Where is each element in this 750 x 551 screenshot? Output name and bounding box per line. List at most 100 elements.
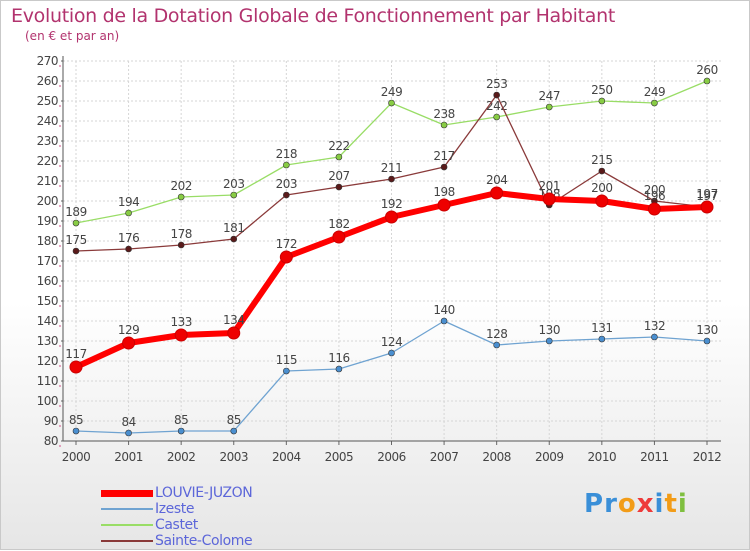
data-point xyxy=(177,241,185,249)
data-point xyxy=(651,99,658,107)
data-label: 201 xyxy=(539,179,560,193)
data-point xyxy=(595,194,609,208)
y-tick-label: 150 xyxy=(37,294,58,308)
data-label: 211 xyxy=(381,161,402,175)
data-point xyxy=(647,202,661,216)
data-point xyxy=(230,235,238,243)
data-point xyxy=(335,183,343,191)
data-point xyxy=(703,77,711,85)
data-label: 181 xyxy=(223,221,244,235)
data-point xyxy=(177,427,185,435)
data-point xyxy=(493,91,500,99)
data-label: 128 xyxy=(486,327,507,341)
y-tick-label: 170 xyxy=(37,254,58,268)
logo-letter: t xyxy=(664,489,678,519)
data-label: 215 xyxy=(591,153,612,167)
x-tick-label: 2003 xyxy=(219,450,248,464)
data-label: 131 xyxy=(591,321,612,335)
x-tick-label: 2006 xyxy=(377,450,406,464)
data-label: 192 xyxy=(381,197,402,211)
data-point xyxy=(598,335,606,343)
data-label: 250 xyxy=(591,83,612,97)
legend-label: Izeste xyxy=(155,501,195,517)
data-label: 203 xyxy=(276,177,297,191)
data-label: 217 xyxy=(433,149,454,163)
data-label: 85 xyxy=(174,413,188,427)
data-label: 182 xyxy=(328,217,349,231)
x-tick-label: 2001 xyxy=(114,450,143,464)
series-sainte-colome: 175 176 178 181 203 207 211 217 253 198 215 200 197 xyxy=(65,77,718,255)
data-point xyxy=(493,113,500,121)
data-label: 84 xyxy=(121,415,135,429)
legend-swatch xyxy=(101,540,153,542)
data-label: 140 xyxy=(433,303,454,317)
proxiti-logo: Proxiti xyxy=(584,489,688,519)
x-tick-label: 2002 xyxy=(167,450,196,464)
y-tick-label: 80 xyxy=(44,434,58,448)
chart-subtitle: (en € et par an) xyxy=(25,29,120,43)
y-tick-label: 110 xyxy=(37,374,58,388)
data-label: 249 xyxy=(644,85,665,99)
data-point xyxy=(440,163,448,171)
y-tick-label: 130 xyxy=(37,334,58,348)
data-point xyxy=(700,200,714,214)
data-point xyxy=(493,341,500,349)
data-point xyxy=(437,198,451,212)
logo-letter: i xyxy=(654,489,665,519)
data-label: 253 xyxy=(486,77,507,91)
data-label: 172 xyxy=(276,237,297,251)
legend-label: Castet xyxy=(155,517,198,533)
y-tick-label: 120 xyxy=(37,354,58,368)
data-point xyxy=(651,333,658,341)
data-point xyxy=(177,193,185,201)
x-tick-label: 2009 xyxy=(535,450,564,464)
data-point xyxy=(230,191,238,199)
legend-label: Sainte-Colome xyxy=(155,533,253,549)
data-point xyxy=(545,103,553,111)
x-tick-label: 2011 xyxy=(640,450,669,464)
y-tick-label: 90 xyxy=(44,414,58,428)
data-point xyxy=(335,153,343,161)
data-label: 247 xyxy=(539,89,560,103)
logo-letter: P xyxy=(584,489,605,519)
data-point xyxy=(174,328,188,342)
data-label: 176 xyxy=(118,231,139,245)
data-point xyxy=(703,337,711,345)
x-tick-label: 2004 xyxy=(272,450,301,464)
logo-letter: o xyxy=(617,489,637,519)
data-label: 85 xyxy=(69,413,83,427)
data-point xyxy=(283,191,290,199)
data-label: 130 xyxy=(696,323,717,337)
data-point xyxy=(385,210,398,224)
data-label: 85 xyxy=(227,413,241,427)
y-tick-label: 210 xyxy=(37,174,58,188)
data-point xyxy=(545,337,553,345)
data-label: 178 xyxy=(170,227,191,241)
data-label: 202 xyxy=(170,179,191,193)
data-label: 117 xyxy=(65,347,86,361)
data-point xyxy=(388,175,395,183)
data-label: 124 xyxy=(381,335,402,349)
data-label: 189 xyxy=(65,205,86,219)
data-point xyxy=(332,230,346,244)
data-point xyxy=(283,161,290,169)
x-tick-label: 2000 xyxy=(62,450,91,464)
data-label: 198 xyxy=(433,185,454,199)
y-tick-label: 250 xyxy=(37,94,58,108)
data-point xyxy=(388,349,395,357)
x-tick-label: 2012 xyxy=(693,450,722,464)
y-tick-label: 260 xyxy=(37,74,58,88)
data-label: 134 xyxy=(223,313,244,327)
legend-label: LOUVIE-JUZON xyxy=(155,485,253,501)
data-label: 249 xyxy=(381,85,402,99)
legend-swatch xyxy=(101,508,153,510)
data-point xyxy=(125,429,132,437)
data-label: 175 xyxy=(65,233,86,247)
data-label: 218 xyxy=(276,147,297,161)
data-label: 129 xyxy=(118,323,139,337)
data-point xyxy=(542,192,556,206)
